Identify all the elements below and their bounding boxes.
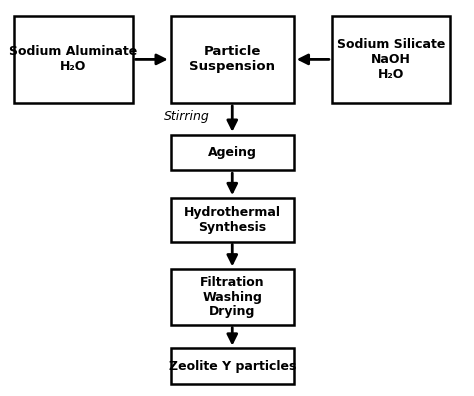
- Text: Hydrothermal
Synthesis: Hydrothermal Synthesis: [184, 206, 281, 234]
- Text: Particle
Suspension: Particle Suspension: [189, 46, 275, 73]
- FancyBboxPatch shape: [171, 16, 294, 103]
- FancyBboxPatch shape: [332, 16, 450, 103]
- Text: Ageing: Ageing: [208, 146, 257, 159]
- FancyBboxPatch shape: [171, 198, 294, 242]
- FancyBboxPatch shape: [14, 16, 133, 103]
- FancyBboxPatch shape: [171, 269, 294, 325]
- FancyBboxPatch shape: [171, 135, 294, 170]
- Text: Filtration
Washing
Drying: Filtration Washing Drying: [200, 276, 264, 318]
- Text: Zeolite Y particles: Zeolite Y particles: [169, 360, 296, 373]
- Text: Sodium Silicate
NaOH
H₂O: Sodium Silicate NaOH H₂O: [337, 38, 445, 81]
- Text: Sodium Aluminate
H₂O: Sodium Aluminate H₂O: [9, 46, 137, 73]
- Text: Stirring: Stirring: [164, 110, 210, 123]
- FancyBboxPatch shape: [171, 348, 294, 384]
